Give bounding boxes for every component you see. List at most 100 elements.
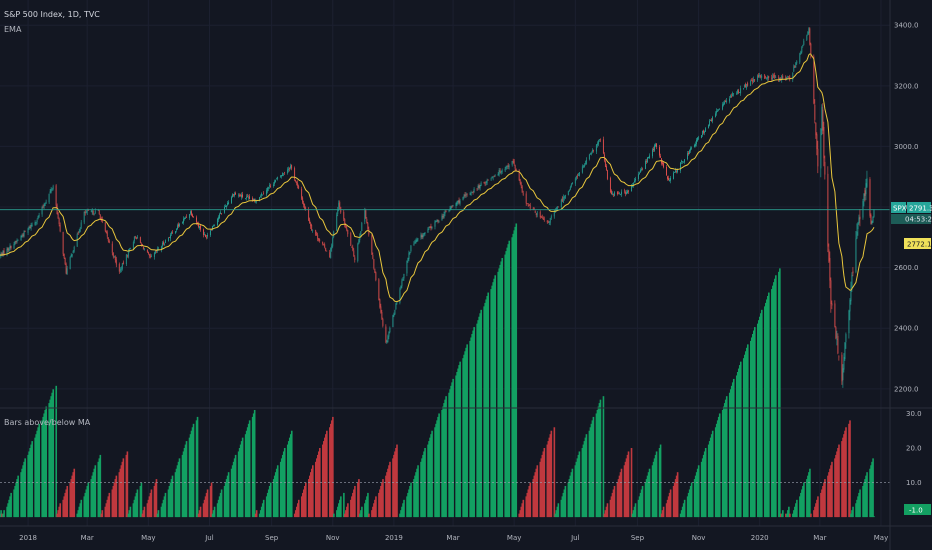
candle[interactable] [803, 38, 805, 46]
candle[interactable] [346, 226, 348, 232]
candle[interactable] [744, 84, 746, 88]
histogram-bar[interactable] [437, 416, 439, 518]
histogram-bar[interactable] [448, 392, 450, 518]
candle[interactable] [115, 256, 117, 268]
candle[interactable] [505, 165, 507, 170]
candle[interactable] [628, 189, 629, 194]
histogram-bar[interactable] [62, 499, 65, 518]
histogram-bar[interactable] [154, 482, 157, 518]
histogram-bar[interactable] [838, 444, 840, 518]
candle[interactable] [170, 231, 172, 236]
histogram-bar[interactable] [521, 503, 524, 518]
histogram-bar[interactable] [312, 465, 314, 518]
histogram-bar[interactable] [195, 420, 198, 518]
histogram-bar[interactable] [653, 458, 656, 518]
candle[interactable] [494, 174, 496, 177]
candle[interactable] [210, 228, 211, 237]
histogram-bar[interactable] [245, 430, 248, 518]
candle[interactable] [41, 205, 43, 217]
histogram-bar[interactable] [148, 496, 151, 518]
candle[interactable] [16, 238, 18, 244]
candle[interactable] [486, 178, 488, 185]
histogram-bar[interactable] [93, 468, 96, 518]
histogram-bar[interactable] [266, 492, 269, 518]
histogram-bar[interactable] [372, 506, 374, 518]
candle[interactable] [688, 150, 689, 156]
candle[interactable] [164, 239, 166, 244]
histogram-bar[interactable] [255, 510, 258, 518]
candle[interactable] [120, 266, 122, 273]
histogram-bar[interactable] [402, 503, 404, 518]
histogram-bar[interactable] [835, 454, 837, 518]
histogram-legend[interactable]: Bars above/below MA [4, 418, 91, 427]
histogram-bar[interactable] [774, 278, 776, 518]
histogram-bar[interactable] [168, 486, 171, 518]
candle[interactable] [431, 226, 433, 230]
candle[interactable] [134, 235, 136, 239]
histogram-bar[interactable] [309, 472, 312, 518]
candle[interactable] [772, 73, 774, 82]
candle[interactable] [50, 187, 52, 194]
candle[interactable] [176, 223, 178, 230]
candle[interactable] [357, 242, 359, 263]
histogram-bar[interactable] [679, 513, 682, 518]
histogram-bar[interactable] [15, 482, 17, 518]
candle[interactable] [17, 239, 19, 241]
histogram-bar[interactable] [792, 513, 794, 518]
histogram-bar[interactable] [567, 482, 570, 518]
histogram-bar[interactable] [796, 499, 798, 518]
candle[interactable] [668, 175, 669, 181]
histogram-bar[interactable] [814, 506, 816, 518]
histogram-bar[interactable] [58, 506, 61, 518]
histogram-bar[interactable] [319, 448, 321, 518]
candle[interactable] [864, 187, 866, 202]
candle[interactable] [112, 252, 114, 259]
candle[interactable] [372, 252, 374, 260]
candle[interactable] [234, 191, 235, 198]
candle[interactable] [126, 254, 128, 258]
histogram-bar[interactable] [585, 434, 588, 518]
candle[interactable] [249, 194, 250, 200]
histogram-bar[interactable] [717, 416, 720, 518]
candle[interactable] [339, 200, 341, 210]
candle[interactable] [796, 60, 798, 65]
candle[interactable] [634, 178, 635, 184]
candle[interactable] [585, 157, 587, 165]
candle[interactable] [388, 331, 390, 340]
candle[interactable] [455, 202, 457, 209]
candle[interactable] [284, 171, 286, 176]
histogram-bar[interactable] [436, 420, 438, 518]
histogram-bar[interactable] [451, 382, 453, 518]
histogram-bar[interactable] [504, 254, 507, 518]
candle[interactable] [590, 151, 592, 156]
histogram-bar[interactable] [184, 444, 187, 518]
histogram-bar[interactable] [296, 503, 299, 518]
candle[interactable] [458, 197, 460, 205]
histogram-bar[interactable] [641, 486, 644, 518]
candle[interactable] [49, 188, 51, 194]
candle[interactable] [387, 334, 389, 343]
candle[interactable] [584, 160, 586, 166]
candle[interactable] [282, 172, 284, 177]
histogram-bar[interactable] [561, 496, 564, 518]
histogram-bar[interactable] [43, 413, 46, 518]
histogram-bar[interactable] [430, 434, 432, 518]
candle[interactable] [266, 188, 268, 197]
candle[interactable] [591, 148, 593, 154]
histogram-bar[interactable] [147, 499, 150, 518]
candle[interactable] [332, 236, 334, 248]
histogram-bar[interactable] [359, 513, 361, 518]
histogram-bar[interactable] [238, 448, 241, 518]
histogram-bar[interactable] [637, 499, 640, 518]
histogram-bar[interactable] [864, 479, 866, 518]
candle[interactable] [207, 232, 208, 239]
histogram-bar[interactable] [343, 492, 345, 518]
histogram-bar[interactable] [725, 396, 728, 518]
histogram-bar[interactable] [631, 513, 634, 518]
histogram-bar[interactable] [828, 472, 830, 518]
histogram-bar[interactable] [23, 461, 25, 518]
candle[interactable] [845, 332, 847, 349]
histogram-bar[interactable] [801, 489, 803, 518]
candle[interactable] [828, 243, 830, 263]
candle[interactable] [654, 143, 655, 153]
